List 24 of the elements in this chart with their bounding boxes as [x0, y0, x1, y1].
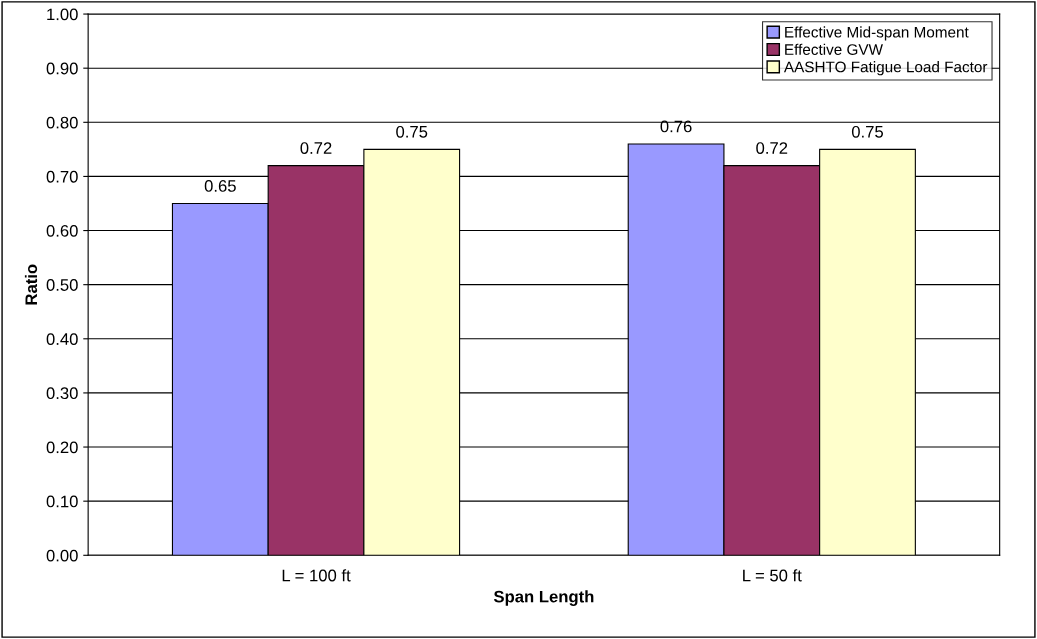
y-tick-label: 1.00: [47, 8, 78, 21]
text: 0.76: [660, 120, 692, 133]
y-tick-label: 0.90: [46, 62, 78, 75]
text: 0.75: [396, 125, 428, 138]
x-axis-title: Span Length: [493, 590, 594, 606]
text: 0.72: [756, 142, 788, 154]
y-tick-label: 0.30: [46, 387, 78, 400]
y-tick-label: 0.80: [46, 116, 78, 129]
y-tick-label: 0.20: [46, 441, 78, 454]
legend-label: Effective GVW: [785, 43, 883, 55]
x-tick-label: L = 100 ft: [282, 569, 351, 582]
y-tick-label: 0.10: [46, 495, 78, 508]
text: 0.72: [300, 142, 332, 154]
y-axis-title: Ratio: [24, 264, 38, 305]
legend-label: AASHTO Fatigue Load Factor: [783, 61, 988, 76]
legend-label: Effective Mid-span Moment: [785, 26, 969, 41]
y-tick-label: 0.70: [46, 170, 78, 183]
y-tick-label: 0.60: [46, 224, 78, 237]
y-tick-label: 0.00: [46, 549, 78, 562]
text: 0.65: [204, 180, 236, 192]
y-tick-label: 0.40: [46, 333, 78, 345]
text: 0.75: [851, 125, 884, 138]
x-tick-label: L = 50 ft: [743, 569, 802, 582]
y-tick-label: 0.50: [46, 279, 78, 291]
